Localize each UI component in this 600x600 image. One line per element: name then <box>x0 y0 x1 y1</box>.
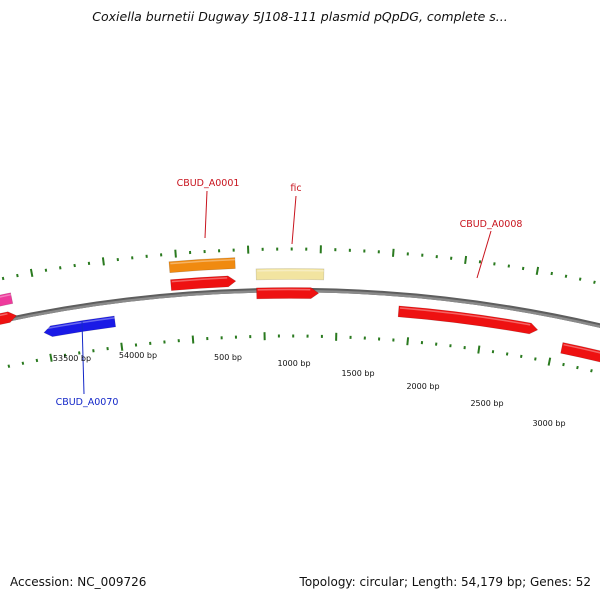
red-gene-a0008[interactable] <box>397 305 539 335</box>
inner-tick <box>21 361 25 365</box>
inner-tick <box>547 357 552 366</box>
inner-tick <box>477 345 481 354</box>
outer-tick <box>550 271 553 276</box>
inner-tick <box>35 358 39 363</box>
pink-gene-highlight <box>0 293 12 298</box>
red-gene-a0001-highlight <box>171 277 228 283</box>
inner-tick <box>534 357 537 361</box>
inner-tick <box>120 342 124 351</box>
labels: 53500 bp 54000 bp 500 bp 1000 bp 1500 bp… <box>53 178 566 428</box>
red-gene-right[interactable] <box>560 342 600 366</box>
inner-tick <box>78 351 81 355</box>
ruler-label-53500: 53500 bp <box>53 354 91 363</box>
inner-tick <box>49 353 53 362</box>
label-leader-lines <box>81 190 492 395</box>
outer-tick <box>101 257 105 266</box>
pink-gene[interactable] <box>0 292 14 311</box>
orange-gene-highlight <box>170 258 236 265</box>
leader-cbud-a0070 <box>81 320 85 395</box>
outer-tick-ring <box>1 245 596 284</box>
ruler-label-1000: 1000 bp <box>277 359 310 368</box>
blue-gene-highlight <box>44 317 115 330</box>
ruler-label-2500: 2500 bp <box>470 399 503 408</box>
leader-cbud-a0001 <box>204 190 208 239</box>
inner-tick <box>576 365 579 370</box>
outer-tick <box>16 273 19 278</box>
outer-tick <box>464 255 468 265</box>
red-gene-a0008-highlight <box>399 307 531 326</box>
outer-tick <box>59 266 62 270</box>
yellow-gene[interactable] <box>255 268 325 281</box>
red-gene-fic[interactable] <box>256 287 320 300</box>
inner-tick <box>590 369 593 373</box>
accession-text: Accession: NC_009726 <box>10 575 147 589</box>
outer-tick <box>535 266 540 275</box>
gene-label-cbud-a0001[interactable]: CBUD_A0001 <box>177 178 240 189</box>
outer-tick <box>29 268 34 277</box>
outer-tick <box>1 276 5 281</box>
inner-tick <box>7 364 11 368</box>
blue-gene[interactable] <box>43 315 117 337</box>
inner-tick <box>191 335 195 344</box>
inner-tick-ring <box>7 332 593 373</box>
outer-tick <box>174 249 177 258</box>
map-title: Coxiella burnetii Dugway 5J108-111 plasm… <box>92 9 508 24</box>
outer-tick <box>564 274 568 278</box>
gene-features[interactable] <box>0 257 600 367</box>
outer-tick <box>73 263 76 268</box>
gene-label-cbud-a0008[interactable]: CBUD_A0008 <box>460 219 523 230</box>
inner-tick <box>562 362 565 367</box>
ruler-label-500: 500 bp <box>214 353 242 362</box>
ruler-label-3000: 3000 bp <box>532 419 565 428</box>
inner-tick <box>520 354 523 358</box>
gene-label-cbud-a0070[interactable]: CBUD_A0070 <box>56 397 119 408</box>
orange-gene[interactable] <box>168 257 236 274</box>
outer-tick <box>44 268 48 272</box>
outer-tick <box>521 266 525 271</box>
inner-tick <box>406 337 410 346</box>
outer-tick <box>392 248 395 257</box>
leader-cbud-a0008 <box>476 230 492 279</box>
ruler-label-54000: 54000 bp <box>119 351 157 360</box>
ruler-label-1500: 1500 bp <box>341 369 374 378</box>
ruler-label-2000: 2000 bp <box>406 382 439 391</box>
red-gene-a0001[interactable] <box>170 275 237 291</box>
red-gene-left-highlight <box>0 313 8 317</box>
red-gene-right-highlight <box>563 343 600 354</box>
inner-tick <box>63 353 67 357</box>
leader-fic <box>291 195 297 245</box>
gene-label-fic[interactable]: fic <box>290 183 301 194</box>
outer-tick <box>578 277 582 281</box>
inner-tick <box>505 352 509 356</box>
red-gene-left[interactable] <box>0 311 17 329</box>
outer-tick <box>593 280 596 284</box>
genome-summary-text: Topology: circular; Length: 54,179 bp; G… <box>299 575 591 589</box>
